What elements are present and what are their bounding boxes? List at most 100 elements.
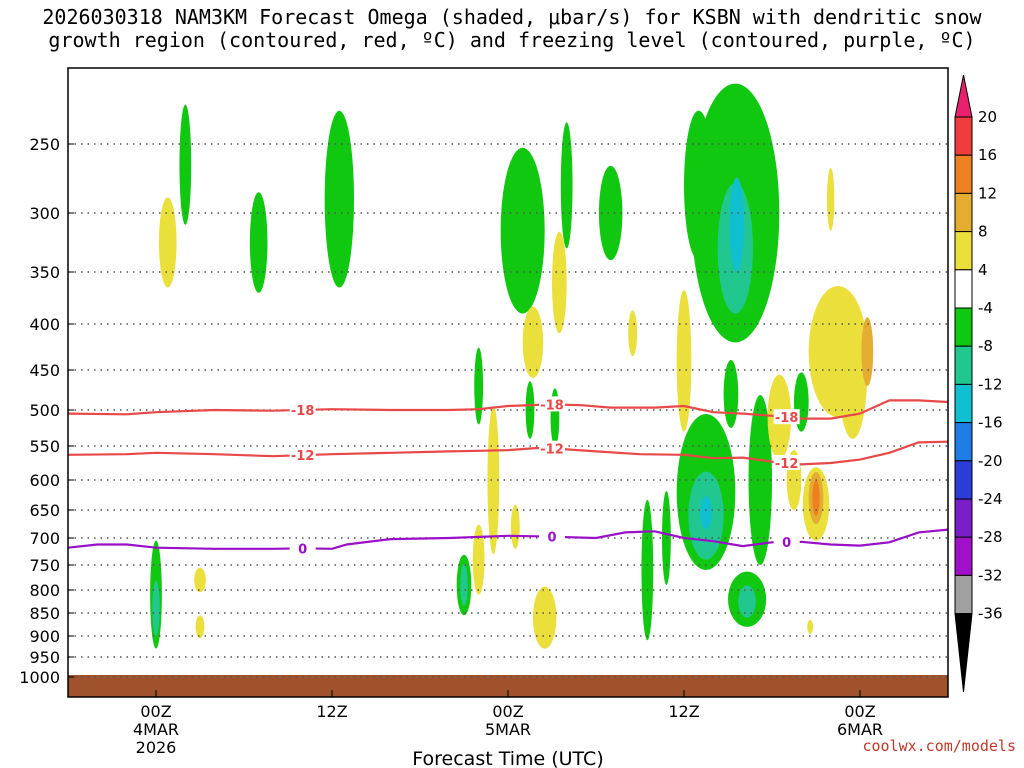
- x-tick-label-4: 00Z: [844, 702, 875, 721]
- omega-region-23: [641, 499, 654, 641]
- colorbar-swatch-6: [954, 307, 973, 347]
- y-tick-label-900: 900: [29, 627, 60, 646]
- omega-region-1: [249, 192, 268, 293]
- colorbar-label-9: -20: [978, 452, 1003, 470]
- colorbar-swatch-2: [954, 154, 973, 194]
- y-tick-label-800: 800: [29, 581, 60, 600]
- omega-region-32: [487, 405, 500, 555]
- surface-layer: [68, 675, 948, 697]
- colorbar-label-7: -12: [978, 375, 1003, 393]
- surface-ground: [68, 675, 948, 697]
- colorbar-label-4: 4: [978, 261, 988, 279]
- y-tick-label-450: 450: [29, 361, 60, 380]
- omega-region-30: [522, 306, 544, 378]
- x-axis-title: Forecast Time (UTC): [412, 748, 603, 768]
- y-tick-label-650: 650: [29, 501, 60, 520]
- contour-label-0-0: 0: [298, 542, 307, 557]
- contour-label-bg--18-0: [289, 402, 316, 417]
- y-tick-label-600: 600: [29, 471, 60, 490]
- colorbar-label-0: 20: [978, 108, 997, 126]
- colorbar-swatch-13: [954, 574, 973, 615]
- y-tick-label-950: 950: [29, 648, 60, 667]
- contour-label--18-1: -18: [540, 398, 564, 413]
- colorbar-label-10: -24: [978, 490, 1003, 508]
- colorbar-swatch-7: [954, 345, 973, 385]
- colorbar-label-8: -16: [978, 414, 1003, 432]
- omega-region-34: [510, 504, 520, 549]
- colorbar-label-1: 16: [978, 146, 997, 164]
- omega-region-31: [552, 231, 567, 334]
- chart-title-line-1: 2026030318 NAM3KM Forecast Omega (shaded…: [42, 5, 982, 29]
- y-tick-label-1000: 1000: [19, 668, 60, 687]
- omega-region-42: [827, 167, 835, 231]
- contour-label-bg--18-1: [539, 396, 565, 412]
- y-tick-label-550: 550: [29, 437, 60, 456]
- x-tick-label-0: 00Z: [140, 702, 171, 721]
- y-tick-label-400: 400: [29, 315, 60, 334]
- credit-label: coolwx.com/models: [862, 737, 1016, 755]
- omega-region-18: [738, 585, 756, 618]
- omega-region-14: [723, 360, 739, 428]
- contour-label-bg--12-2: [773, 455, 800, 470]
- colorbar-label-11: -28: [978, 528, 1003, 546]
- omega-region-20: [460, 563, 468, 607]
- y-axis: 250 300 350 400 450 500 550 600 650 700 750 800 850 9…: [19, 135, 74, 687]
- omega-region-15: [748, 395, 772, 565]
- y-tick-label-350: 350: [29, 263, 60, 282]
- contour-label--18-2: -18: [775, 411, 799, 426]
- colorbar-label-6: -8: [978, 337, 993, 355]
- omega-region-40: [838, 301, 868, 439]
- colorbar-label-3: 8: [978, 223, 988, 241]
- contour-label-bg-0-1: [539, 528, 565, 544]
- contour-lines: -18 -18 -18 -12 -12 -12 0 0 0: [68, 396, 948, 557]
- colorbar-swatch-1: [954, 116, 973, 156]
- colorbar-swatch-12: [954, 536, 973, 576]
- x-tick-label-2: 00Z: [492, 702, 523, 721]
- omega-region-28: [194, 567, 206, 593]
- contour-label--12-2: -12: [775, 457, 799, 472]
- y-tick-label-250: 250: [29, 135, 60, 154]
- contour-label-bg--18-2: [773, 409, 800, 425]
- omega-region-5: [598, 165, 623, 261]
- contour-line--18: [68, 399, 948, 420]
- y-tick-label-750: 750: [29, 556, 60, 575]
- y-tick-label-500: 500: [29, 401, 60, 420]
- colorbar-top-arrow: [954, 74, 973, 118]
- omega-region-33: [472, 524, 485, 595]
- contour-label--12-1: -12: [540, 443, 564, 458]
- colorbar-swatch-5: [954, 269, 973, 309]
- omega-region-8: [729, 177, 745, 272]
- colorbar-swatch-9: [954, 422, 973, 462]
- omega-region-2: [324, 110, 355, 288]
- colorbar-swatch-10: [954, 460, 973, 500]
- colorbar-label-12: -32: [978, 566, 1003, 584]
- colorbar-bottom-arrow: [954, 613, 973, 693]
- colorbar-swatch-8: [954, 383, 973, 424]
- chart-title-line-2: growth region (contoured, red, ºC) and f…: [48, 28, 976, 52]
- contour-label-bg--12-1: [539, 440, 565, 456]
- x-tick-label-1: 12Z: [316, 702, 347, 721]
- contour-label-0-2: 0: [782, 536, 791, 551]
- colorbar-swatch-11: [954, 498, 973, 538]
- y-tick-label-300: 300: [29, 204, 60, 223]
- x-tick-date-4: 6MAR: [837, 720, 883, 739]
- omega-region-13: [700, 496, 712, 530]
- omega-region-46: [812, 480, 820, 516]
- omega-region-37: [676, 290, 692, 432]
- contour-label-bg--12-0: [289, 447, 316, 463]
- colorbar-label-2: 12: [978, 184, 997, 202]
- omega-region-10: [474, 347, 484, 425]
- omega-region-27: [158, 197, 177, 288]
- contour-label-bg-0-2: [773, 534, 800, 550]
- contour-label--12-0: -12: [291, 449, 315, 464]
- omega-region-41: [861, 317, 874, 386]
- contour-label-bg-0-0: [289, 540, 316, 556]
- omega-region-9: [684, 110, 714, 261]
- omega-region-47: [807, 619, 814, 634]
- y-tick-label-850: 850: [29, 604, 60, 623]
- colorbar-label-13: -36: [978, 605, 1003, 623]
- chart-title: 2026030318 NAM3KM Forecast Omega (shaded…: [0, 6, 1024, 52]
- contour-line-0: [68, 528, 948, 550]
